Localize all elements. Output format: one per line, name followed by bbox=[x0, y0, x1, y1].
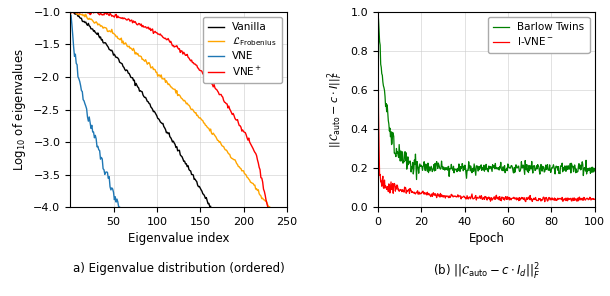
VNE bbox=[67, 14, 74, 17]
VNE$^+$ bbox=[118, 17, 125, 20]
Legend: Vanilla, $\mathcal{L}_\mathregular{Frobenius}$, VNE, VNE$^+$: Vanilla, $\mathcal{L}_\mathregular{Frobe… bbox=[203, 17, 282, 83]
$\mathcal{L}_\mathregular{Frobenius}$ bbox=[224, 151, 232, 155]
Text: (b) $||\mathcal{C}_{\mathrm{auto}} - c \cdot I_d||^2_F$: (b) $||\mathcal{C}_{\mathrm{auto}} - c \… bbox=[433, 262, 540, 282]
I-VNE$^-$ bbox=[532, 196, 539, 199]
Line: Barlow Twins: Barlow Twins bbox=[378, 14, 595, 180]
$\mathcal{L}_\mathregular{Frobenius}$ bbox=[135, 54, 142, 58]
I-VNE$^-$ bbox=[531, 197, 538, 201]
Y-axis label: Log$_{10}$ of eigenvalues: Log$_{10}$ of eigenvalues bbox=[11, 48, 27, 171]
Barlow Twins bbox=[413, 178, 420, 181]
Barlow Twins bbox=[375, 12, 382, 15]
VNE$^+$ bbox=[67, 11, 74, 15]
Barlow Twins bbox=[533, 167, 540, 170]
Barlow Twins bbox=[511, 170, 518, 174]
Barlow Twins bbox=[445, 175, 453, 178]
Barlow Twins bbox=[531, 169, 539, 172]
X-axis label: Eigenvalue index: Eigenvalue index bbox=[127, 232, 229, 245]
VNE$^+$ bbox=[215, 91, 222, 94]
$\mathcal{L}_\mathregular{Frobenius}$ bbox=[266, 205, 273, 208]
Line: Vanilla: Vanilla bbox=[71, 12, 210, 207]
VNE$^+$ bbox=[237, 124, 244, 128]
VNE bbox=[101, 173, 109, 176]
VNE bbox=[88, 123, 96, 127]
Vanilla bbox=[206, 205, 213, 208]
I-VNE$^-$ bbox=[541, 200, 548, 203]
$\mathcal{L}_\mathregular{Frobenius}$ bbox=[251, 183, 259, 187]
$\mathcal{L}_\mathregular{Frobenius}$ bbox=[67, 10, 74, 14]
$\mathcal{L}_\mathregular{Frobenius}$ bbox=[104, 30, 111, 33]
Vanilla bbox=[179, 157, 187, 160]
$\mathcal{L}_\mathregular{Frobenius}$ bbox=[264, 204, 271, 207]
Text: a) Eigenvalue distribution (ordered): a) Eigenvalue distribution (ordered) bbox=[73, 262, 284, 275]
X-axis label: Epoch: Epoch bbox=[468, 232, 504, 245]
Legend: Barlow Twins, I-VNE$^-$: Barlow Twins, I-VNE$^-$ bbox=[488, 17, 589, 53]
I-VNE$^-$ bbox=[460, 194, 467, 198]
VNE bbox=[69, 33, 76, 37]
Vanilla bbox=[112, 56, 120, 59]
$\mathcal{L}_\mathregular{Frobenius}$ bbox=[265, 205, 273, 209]
Line: $\mathcal{L}_\mathregular{Frobenius}$: $\mathcal{L}_\mathregular{Frobenius}$ bbox=[71, 12, 270, 207]
Y-axis label: $||\mathcal{C}_\mathregular{auto} - c \cdot I||^2_F$: $||\mathcal{C}_\mathregular{auto} - c \c… bbox=[325, 71, 345, 148]
Vanilla bbox=[178, 155, 185, 158]
Vanilla bbox=[207, 205, 214, 208]
Line: I-VNE$^-$: I-VNE$^-$ bbox=[378, 12, 595, 202]
$\mathcal{L}_\mathregular{Frobenius}$ bbox=[229, 157, 236, 160]
Barlow Twins bbox=[591, 169, 598, 172]
VNE$^+$ bbox=[223, 102, 231, 106]
I-VNE$^-$ bbox=[400, 190, 407, 194]
VNE bbox=[70, 45, 77, 49]
VNE$^+$ bbox=[264, 205, 271, 209]
Vanilla bbox=[79, 20, 87, 23]
VNE bbox=[116, 205, 123, 209]
VNE$^+$ bbox=[118, 16, 126, 20]
VNE bbox=[115, 205, 123, 209]
Line: VNE: VNE bbox=[71, 15, 120, 207]
Barlow Twins bbox=[461, 168, 468, 171]
VNE bbox=[100, 168, 107, 171]
Barlow Twins bbox=[400, 160, 407, 164]
I-VNE$^-$ bbox=[445, 196, 452, 200]
VNE$^+$ bbox=[69, 10, 76, 14]
Vanilla bbox=[159, 122, 167, 125]
I-VNE$^-$ bbox=[511, 196, 518, 200]
Line: VNE$^+$: VNE$^+$ bbox=[71, 12, 268, 207]
I-VNE$^-$ bbox=[375, 10, 382, 14]
VNE$^+$ bbox=[196, 68, 203, 72]
I-VNE$^-$ bbox=[591, 198, 598, 201]
VNE bbox=[81, 99, 88, 103]
Vanilla bbox=[113, 56, 121, 59]
Vanilla bbox=[67, 10, 74, 14]
